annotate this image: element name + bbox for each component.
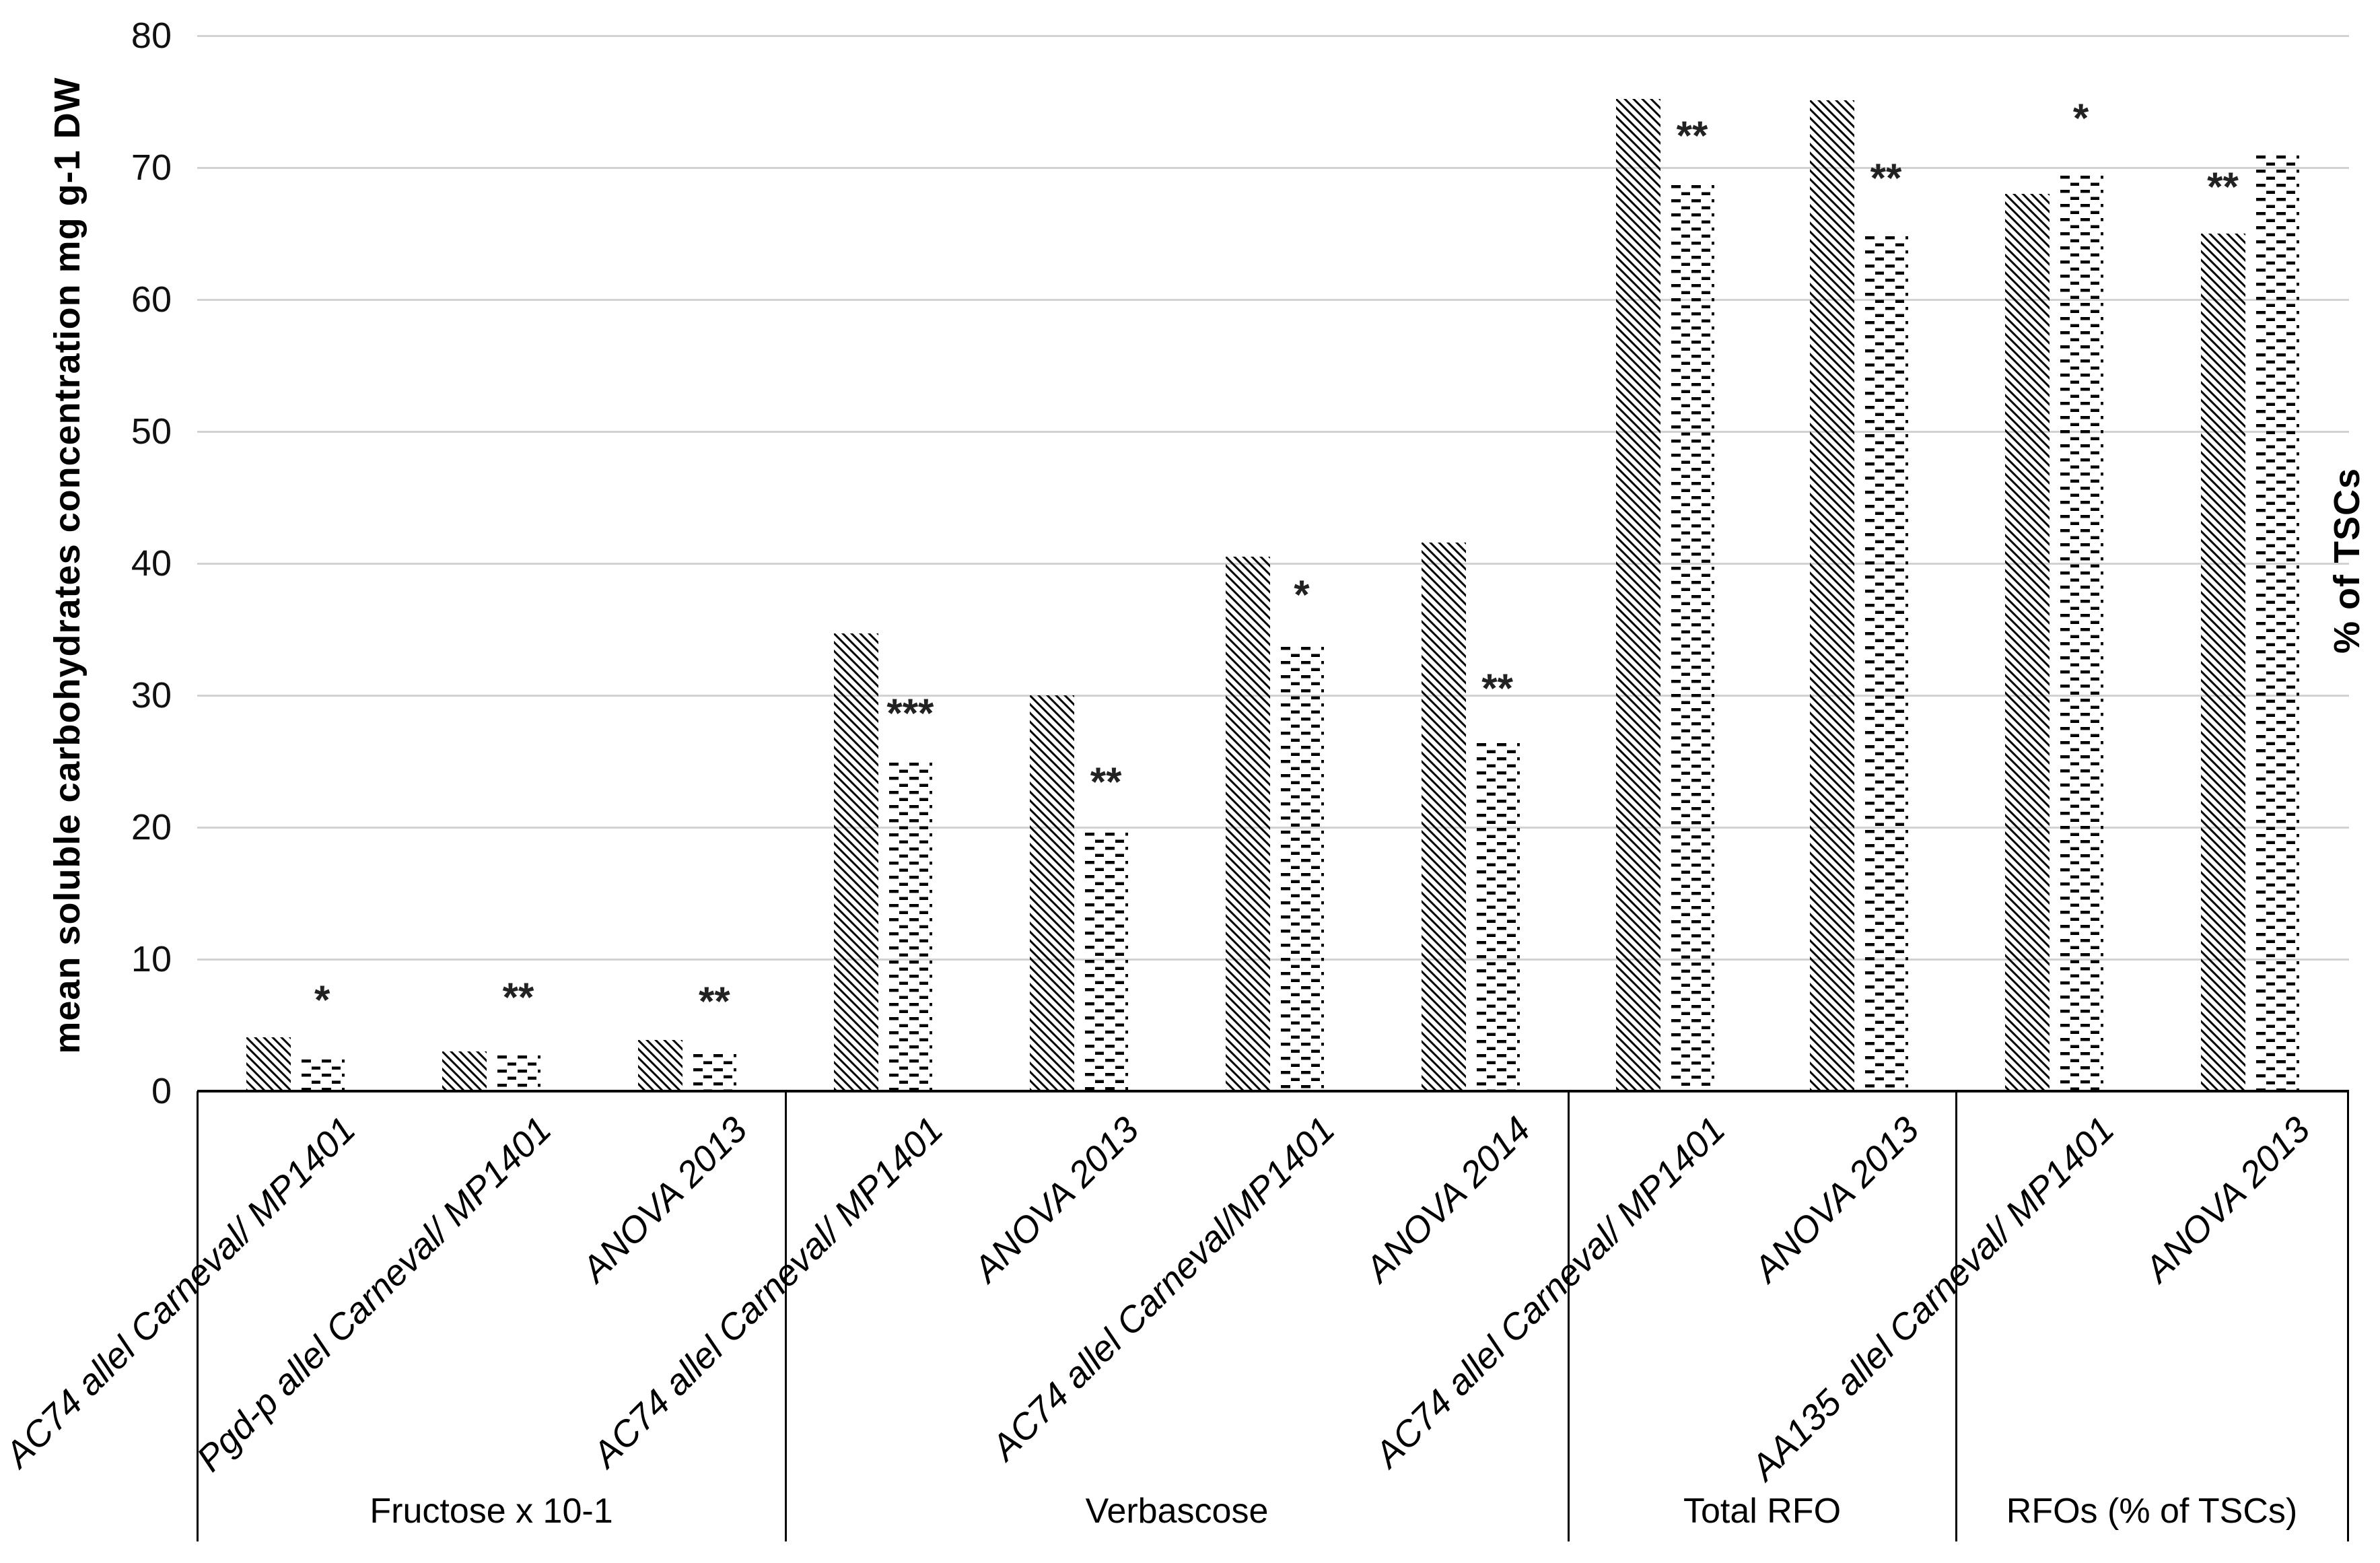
y-tick-label-60: 60 [131,279,172,320]
bar-hatched-g0-p1 [442,1051,487,1091]
y-axis-title-left: mean soluble carbohydrates concentration… [47,77,88,1054]
bar-hatched-g3-p0 [2004,194,2050,1091]
category-label-g1-p2: AC74 allel Carneval/MP1401 [983,1109,1343,1468]
group-box-line-2 [1568,1091,1570,1541]
y-tick-label-50: 50 [131,411,172,452]
category-label-g2-p1: ANOVA 2013 [1746,1109,1927,1290]
gridline-50 [197,430,2349,433]
bar-dashed-g1-p3 [1475,741,1520,1091]
gridline-30 [197,694,2349,697]
category-label-g3-p1: ANOVA 2013 [2136,1109,2318,1290]
bar-dashed-g1-p0 [888,761,933,1091]
bar-dashed-g0-p2 [692,1053,737,1091]
bar-hatched-g1-p1 [1030,695,1075,1091]
y-tick-label-30: 30 [131,675,172,716]
bar-dashed-g1-p2 [1279,645,1324,1091]
y-tick-label-80: 80 [131,15,172,56]
y-tick-label-10: 10 [131,939,172,979]
bar-hatched-g3-p1 [2200,234,2245,1091]
y-tick-label-40: 40 [131,543,172,584]
y-tick-label-20: 20 [131,807,172,847]
category-label-g1-p0: AC74 allel Carneval/ MP1401 [585,1109,952,1475]
bar-hatched-g2-p0 [1616,99,1660,1091]
bar-dashed-g0-p1 [496,1054,540,1091]
y-tick-label-0: 0 [151,1071,172,1111]
group-box-line-0 [197,1091,199,1541]
bar-dashed-g1-p1 [1084,831,1129,1091]
group-label-0: Fructose x 10-1 [370,1492,613,1531]
significance-mark-g0-p1: ** [502,974,534,1020]
gridline-10 [197,958,2349,961]
bar-hatched-g2-p1 [1810,100,1854,1091]
bar-hatched-g0-p2 [638,1039,683,1091]
gridline-80 [197,34,2349,37]
bar-dashed-g2-p1 [1864,234,1908,1091]
group-label-1: Verbascose [1085,1492,1269,1531]
category-label-g1-p3: ANOVA 2014 [1357,1109,1539,1290]
bar-dashed-g0-p0 [300,1058,345,1091]
bar-dashed-g3-p0 [2058,174,2103,1091]
category-label-g0-p2: ANOVA 2013 [574,1109,755,1290]
significance-mark-g1-p3: ** [1481,666,1513,711]
category-label-g0-p1: Pgd-p allel Carneval/ MP1401 [189,1109,559,1480]
gridline-20 [197,826,2349,829]
bar-hatched-g1-p2 [1225,557,1270,1091]
category-label-g3-p0: AA135 allel Carneval/ MP1401 [1743,1109,2122,1488]
group-box-line-1 [785,1091,787,1541]
significance-mark-g3-p1: ** [2207,164,2239,210]
gridline-60 [197,298,2349,301]
bar-hatched-g1-p0 [834,633,879,1091]
bar-hatched-g0-p0 [246,1037,291,1091]
gridline-70 [197,166,2349,169]
group-label-2: Total RFO [1683,1492,1842,1531]
group-label-3: RFOs (% of TSCs) [2006,1492,2298,1531]
category-label-g1-p1: ANOVA 2013 [966,1109,1147,1290]
significance-mark-g0-p0: * [314,977,330,1022]
group-box-line-4 [2347,1091,2349,1541]
x-axis-line [197,1090,2349,1092]
category-label-g2-p0: AC74 allel Carneval/ MP1401 [1367,1109,1733,1475]
group-box-line-3 [1955,1091,1957,1541]
y-tick-label-70: 70 [131,147,172,188]
significance-mark-g2-p0: ** [1676,112,1708,158]
gridline-40 [197,562,2349,565]
bar-dashed-g2-p0 [1670,183,1714,1091]
significance-mark-g1-p2: * [1294,572,1310,618]
significance-mark-g1-p0: *** [886,691,934,736]
significance-mark-g0-p2: ** [698,978,730,1024]
category-label-g0-p0: AC74 allel Carneval/ MP1401 [0,1109,363,1475]
bar-hatched-g1-p3 [1421,542,1466,1091]
significance-mark-g3-p0: * [2072,96,2089,141]
y-axis-title-right: % of TSCs [2327,467,2367,654]
significance-mark-g2-p1: ** [1870,155,1902,201]
bar-dashed-g3-p1 [2254,154,2299,1091]
significance-mark-g1-p1: ** [1090,759,1122,805]
